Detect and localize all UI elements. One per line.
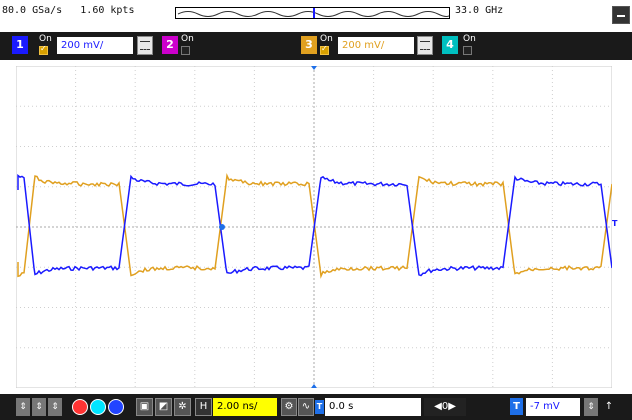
trigger-level-marker[interactable]: T xyxy=(612,219,617,228)
minus-icon xyxy=(617,15,625,17)
channel-bar: 1 On 200 mV/ 2 On 3 On 200 mV/ 4 On xyxy=(0,32,632,60)
blue-marker-icon[interactable] xyxy=(108,399,124,415)
delay-field[interactable]: 0.0 s xyxy=(325,398,421,416)
timebase-field[interactable]: 2.00 ns/ xyxy=(213,398,277,416)
cyan-marker-icon[interactable] xyxy=(90,399,106,415)
minimize-button[interactable] xyxy=(612,6,630,24)
channel-3-checkbox[interactable] xyxy=(320,44,329,55)
red-marker-icon[interactable] xyxy=(72,399,88,415)
up-down-arrow-button[interactable]: ⇕ xyxy=(48,398,62,416)
channel-3-scale[interactable]: 200 mV/ xyxy=(338,37,414,54)
delay-marker[interactable] xyxy=(311,384,317,388)
waveform-icon[interactable]: ∿ xyxy=(298,398,314,416)
channel-4-button[interactable]: 4 xyxy=(442,36,458,54)
horizontal-label[interactable]: H xyxy=(195,398,212,416)
acquisition-mode-icon[interactable]: ⚙ xyxy=(281,398,297,416)
channel-1-button[interactable]: 1 xyxy=(12,36,28,54)
up-down-arrow-button[interactable]: ⇕ xyxy=(584,398,598,416)
trigger-position-marker[interactable] xyxy=(311,66,317,70)
delay-trigger-label: T xyxy=(315,400,324,414)
color-grade-icon[interactable]: ✲ xyxy=(174,398,191,416)
channel-1-coupling-icon[interactable] xyxy=(137,36,153,55)
channel-4-checkbox[interactable] xyxy=(463,46,472,55)
trigger-point-marker xyxy=(219,224,225,230)
trigger-level-label: T xyxy=(612,219,618,228)
channel-3-coupling-icon[interactable] xyxy=(417,36,433,55)
channel-2-state: On xyxy=(181,34,194,44)
channel-1-state: On xyxy=(39,34,52,44)
trigger-label: T xyxy=(510,398,523,415)
channel-1-trace xyxy=(17,173,612,277)
delay-step-value: 0 xyxy=(441,401,449,412)
trigger-level-field[interactable]: -7 mV xyxy=(526,398,580,416)
bottom-toolbar: ⇕ ⇕ ⇕ ▣ ◩ ✲ H 2.00 ns/ ⚙ ∿ T 0.0 s ◀0▶ T… xyxy=(0,394,632,420)
channel-4-state: On xyxy=(463,34,476,44)
channel-3-button[interactable]: 3 xyxy=(301,36,317,54)
channel-3-state: On xyxy=(320,34,333,44)
channel-2-checkbox[interactable] xyxy=(181,46,190,55)
up-down-arrow-button[interactable]: ⇕ xyxy=(16,398,30,416)
memory-bar[interactable] xyxy=(175,7,450,19)
up-down-arrow-button[interactable]: ⇕ xyxy=(32,398,46,416)
channel-1-checkbox[interactable] xyxy=(39,44,48,55)
memory-bar-waveform xyxy=(177,8,449,18)
display-mode-icon[interactable]: ▣ xyxy=(136,398,153,416)
acquisition-header: 80.0 GSa/s 1.60 kpts 33.0 GHz 1 On 200 m… xyxy=(0,0,632,60)
waveform-display[interactable] xyxy=(16,66,612,388)
delay-stepper[interactable]: ◀0▶ xyxy=(424,398,466,416)
bandwidth-label: 33.0 GHz xyxy=(455,5,504,16)
channel-1-scale[interactable]: 200 mV/ xyxy=(57,37,133,54)
channel-2-button[interactable]: 2 xyxy=(162,36,178,54)
trigger-edge-icon[interactable]: ↑ xyxy=(604,401,614,412)
sample-rate-label: 80.0 GSa/s 1.60 kpts xyxy=(2,5,135,16)
measure-icon[interactable]: ◩ xyxy=(155,398,172,416)
channel-3-trace xyxy=(17,173,612,279)
